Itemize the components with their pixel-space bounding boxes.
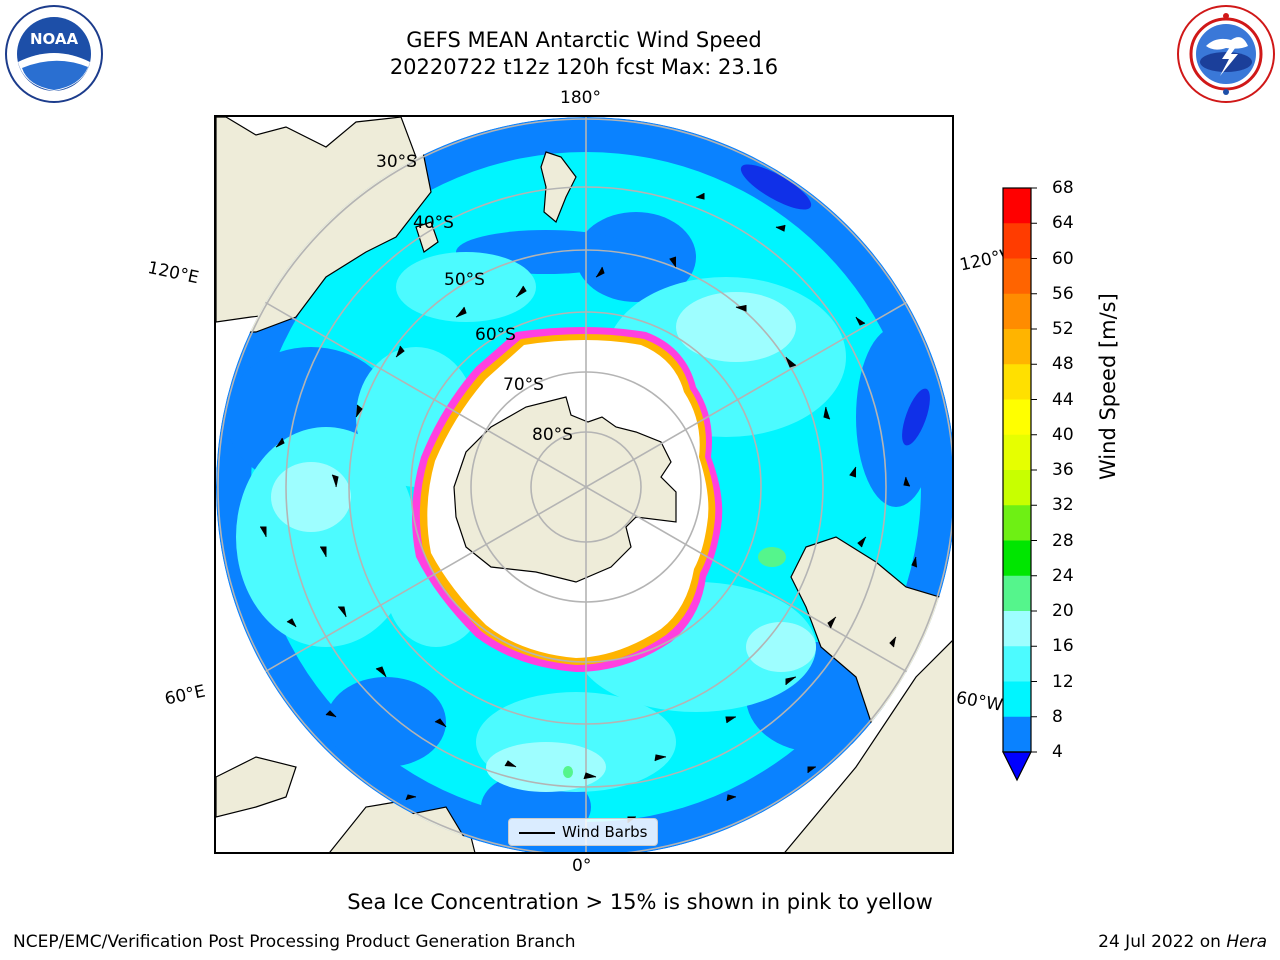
colorbar-tick-label: 56 <box>1052 283 1074 304</box>
colorbar-tick-label: 28 <box>1052 530 1074 551</box>
wind-barbs <box>260 193 918 823</box>
colorbar-tick-label: 36 <box>1052 460 1074 480</box>
colorbar-tick-label: 68 <box>1052 178 1074 198</box>
colorbar-segment <box>1003 399 1031 436</box>
footer-date: 24 Jul 2022 on Hera <box>1098 932 1267 952</box>
chart-subtitle: 20220722 t12z 120h fcst Max: 23.16 <box>389 55 779 79</box>
colorbar-tick-label: 20 <box>1052 601 1074 621</box>
nws-logo-icon <box>1177 5 1275 103</box>
colorbar-segment <box>1003 575 1031 612</box>
colorbar-tick-label: 44 <box>1052 389 1074 410</box>
colorbar-tick-label: 24 <box>1052 565 1074 586</box>
colorbar-label: Wind Speed [m/s] <box>1096 293 1120 480</box>
colorbar-segment <box>1003 470 1031 506</box>
strong-wind-regions <box>271 292 816 792</box>
chart-title: GEFS MEAN Antarctic Wind Speed <box>406 28 762 52</box>
colorbar-segment <box>1003 434 1031 471</box>
lat-label-70s: 70°S <box>503 375 544 395</box>
footer-machine: Hera <box>1226 932 1267 952</box>
colorbar-tick-label: 48 <box>1052 354 1074 375</box>
lat-label-40s: 40°S <box>413 213 454 233</box>
colorbar-tick-label: 12 <box>1052 671 1074 692</box>
colorbar-segment <box>1003 188 1031 224</box>
lat-label-50s: 50°S <box>444 270 485 290</box>
colorbar-segment <box>1003 293 1031 330</box>
outside-land <box>216 117 952 852</box>
colorbar-tick-label: 16 <box>1052 636 1074 657</box>
colorbar-tick-label: 4 <box>1052 742 1063 762</box>
lat-label-30s: 30°S <box>376 152 417 172</box>
colorbar-segment <box>1003 540 1031 577</box>
map-legend: Wind Barbs <box>508 818 658 846</box>
noaa-logo-icon: NOAA <box>5 5 103 103</box>
footer-credit: NCEP/EMC/Verification Post Processing Pr… <box>13 932 576 952</box>
colorbar-segment <box>1003 646 1031 682</box>
colorbar-segment <box>1003 223 1031 259</box>
wind-speed-colorbar <box>1002 187 1037 782</box>
lon-label-180: 180° <box>560 88 601 108</box>
colorbar-tick-label: 40 <box>1052 424 1074 445</box>
footer-date-text: 24 Jul 2022 on <box>1098 932 1227 952</box>
wind-speed-map <box>216 117 952 852</box>
colorbar-segment <box>1003 681 1031 718</box>
noaa-logo-text: NOAA <box>30 30 79 48</box>
colorbar-segment <box>1003 258 1031 295</box>
colorbar-tick-label: 52 <box>1052 319 1074 339</box>
sea-ice-note: Sea Ice Concentration > 15% is shown in … <box>347 890 933 914</box>
colorbar-segment <box>1003 716 1031 753</box>
colorbar-segment <box>1003 329 1031 365</box>
colorbar-segment <box>1003 611 1031 647</box>
lon-label-120e: 120°E <box>145 258 201 289</box>
lat-label-60s: 60°S <box>475 325 516 345</box>
lon-label-0: 0° <box>572 856 592 876</box>
colorbar-tick-label: 32 <box>1052 495 1074 516</box>
colorbar-segment <box>1003 364 1031 400</box>
lat-label-80s: 80°S <box>532 425 573 445</box>
graticule <box>216 117 952 852</box>
colorbar-tick-label: 64 <box>1052 213 1074 234</box>
wind-barb-legend-line <box>519 832 555 834</box>
colorbar-segment <box>1003 505 1031 541</box>
polar-map <box>214 115 954 854</box>
lon-label-60e: 60°E <box>163 681 208 710</box>
colorbar-tick-label: 8 <box>1052 706 1063 727</box>
colorbar-tick-label: 60 <box>1052 248 1074 269</box>
wind-barb-legend-label: Wind Barbs <box>562 823 648 841</box>
strongest-wind-patch <box>758 547 786 567</box>
